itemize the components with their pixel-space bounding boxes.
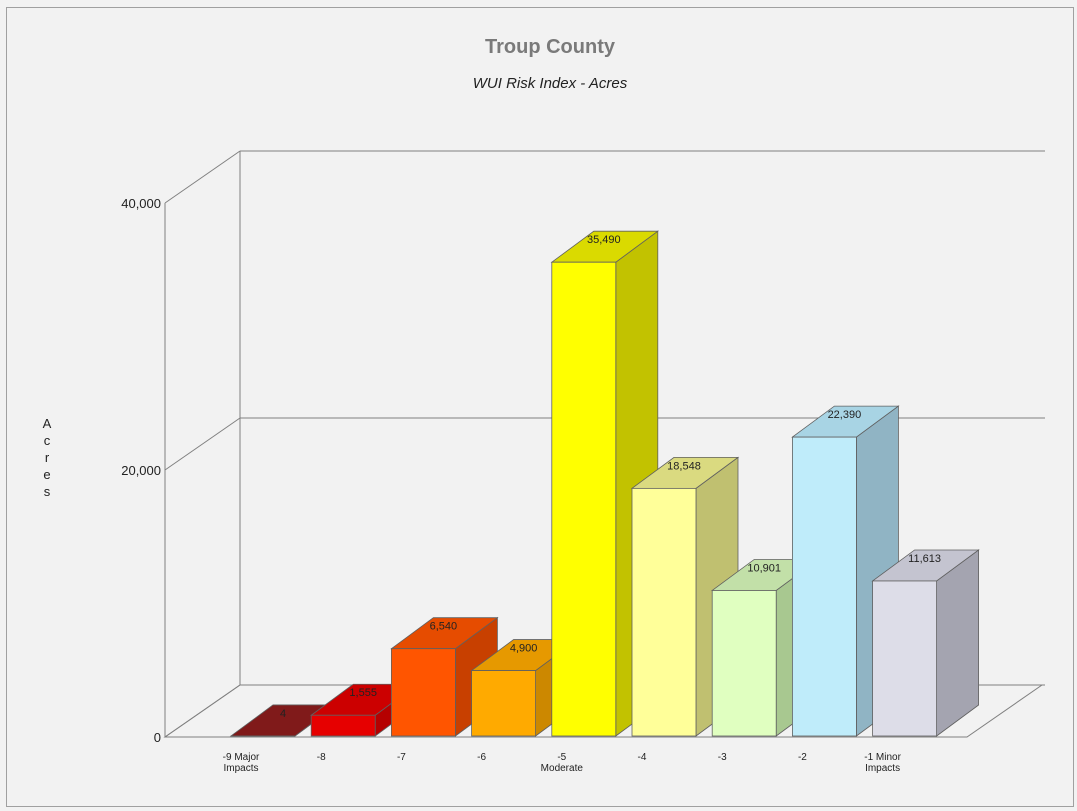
x-tick-label: -1 Minor: [864, 752, 901, 763]
bar: [792, 436, 857, 737]
data-label: 4,900: [510, 643, 538, 655]
x-tick-label: Moderate: [541, 763, 584, 774]
chart-floor: [163, 684, 1044, 738]
bar: [390, 648, 456, 737]
data-label: 6,540: [430, 621, 458, 633]
bar: [471, 670, 537, 737]
y-axis-label-letter: r: [45, 450, 50, 465]
gridline-side: [164, 150, 241, 204]
x-tick-label: Impacts: [865, 763, 900, 774]
y-axis-label-letter: s: [44, 484, 51, 499]
bar-side: [936, 549, 979, 737]
bar: [711, 590, 777, 737]
data-label: 18,548: [667, 460, 701, 472]
chart-svg: Troup County WUI Risk Index - Acres 0 20,…: [43, 36, 1045, 774]
chart-frame: Troup County WUI Risk Index - Acres 0 20,…: [6, 7, 1074, 807]
x-tick-label: -2: [798, 752, 807, 763]
chart-subtitle: WUI Risk Index - Acres: [473, 75, 628, 92]
chart-text: Troup County WUI Risk Index - Acres 0 20,…: [43, 36, 941, 774]
x-tick-label: Impacts: [223, 763, 258, 774]
bar: [631, 487, 697, 737]
chart-title: Troup County: [485, 36, 616, 58]
data-label: 4: [280, 708, 286, 720]
data-label: 10,901: [747, 562, 781, 574]
chart-bars: [229, 230, 980, 737]
y-axis-label-letter: A: [43, 416, 52, 431]
bar: [310, 714, 376, 737]
y-axis-label-letter: e: [43, 467, 50, 482]
data-label: 22,390: [828, 409, 862, 421]
gridline-side: [164, 417, 241, 471]
y-axis-label-letter: c: [44, 433, 51, 448]
bar: [551, 261, 617, 737]
x-tick-label: -6: [477, 752, 486, 763]
y-tick-label: 20,000: [121, 463, 161, 478]
x-tick-label: -3: [718, 752, 727, 763]
x-tick-label: -7: [397, 752, 406, 763]
x-tick-label: -5: [557, 752, 566, 763]
data-label: 1,555: [349, 687, 377, 699]
x-tick-label: -4: [638, 752, 647, 763]
data-label: 11,613: [908, 553, 941, 565]
x-tick-label: -8: [317, 752, 326, 763]
x-tick-label: -9 Major: [223, 752, 260, 763]
bar: [872, 580, 937, 737]
y-tick-label: 40,000: [121, 196, 161, 211]
data-label: 35,490: [587, 234, 621, 246]
y-tick-label: 0: [154, 730, 161, 745]
